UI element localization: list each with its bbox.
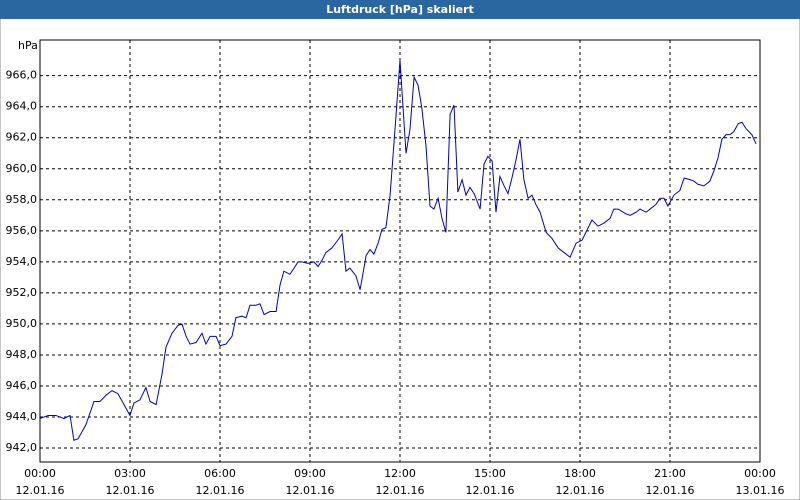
y-tick-label: 958,0 bbox=[6, 193, 38, 206]
x-tick-date: 13.01.16 bbox=[736, 484, 785, 497]
x-tick-date: 12.01.16 bbox=[646, 484, 695, 497]
x-tick-label: 18:00 bbox=[564, 467, 596, 480]
x-tick-date: 12.01.16 bbox=[286, 484, 335, 497]
y-tick-label: 960,0 bbox=[6, 162, 38, 175]
x-tick-label: 15:00 bbox=[474, 467, 506, 480]
y-tick-label: 966,0 bbox=[6, 69, 38, 82]
title-bar bbox=[0, 0, 800, 19]
y-tick-label: 942,0 bbox=[6, 441, 38, 454]
pressure-line bbox=[39, 60, 757, 441]
x-tick-date: 12.01.16 bbox=[196, 484, 245, 497]
y-tick-label: 962,0 bbox=[6, 131, 38, 144]
y-tick-label: 956,0 bbox=[6, 224, 38, 237]
y-tick-label: 964,0 bbox=[6, 100, 38, 113]
y-tick-label: 954,0 bbox=[6, 255, 38, 268]
y-tick-label: 952,0 bbox=[6, 286, 38, 299]
x-tick-label: 09:00 bbox=[294, 467, 326, 480]
x-tick-date: 12.01.16 bbox=[106, 484, 155, 497]
plot-frame bbox=[39, 39, 761, 463]
chart-title: Luftdruck [hPa] skaliert bbox=[326, 3, 474, 16]
x-tick-date: 12.01.16 bbox=[466, 484, 515, 497]
y-tick-label: 944,0 bbox=[6, 410, 38, 423]
x-tick-label: 12:00 bbox=[384, 467, 416, 480]
x-tick-date: 12.01.16 bbox=[556, 484, 605, 497]
y-tick-label: 950,0 bbox=[6, 317, 38, 330]
x-tick-date: 12.01.16 bbox=[376, 484, 425, 497]
y-tick-label: 946,0 bbox=[6, 379, 38, 392]
x-tick-label: 00:00 bbox=[24, 467, 56, 480]
y-tick-label: 948,0 bbox=[6, 348, 38, 361]
x-tick-label: 21:00 bbox=[654, 467, 686, 480]
x-tick-label: 00:00 bbox=[744, 467, 776, 480]
x-tick-date: 12.01.16 bbox=[16, 484, 65, 497]
x-tick-label: 03:00 bbox=[114, 467, 146, 480]
x-tick-label: 06:00 bbox=[204, 467, 236, 480]
y-unit: hPa bbox=[18, 39, 38, 52]
